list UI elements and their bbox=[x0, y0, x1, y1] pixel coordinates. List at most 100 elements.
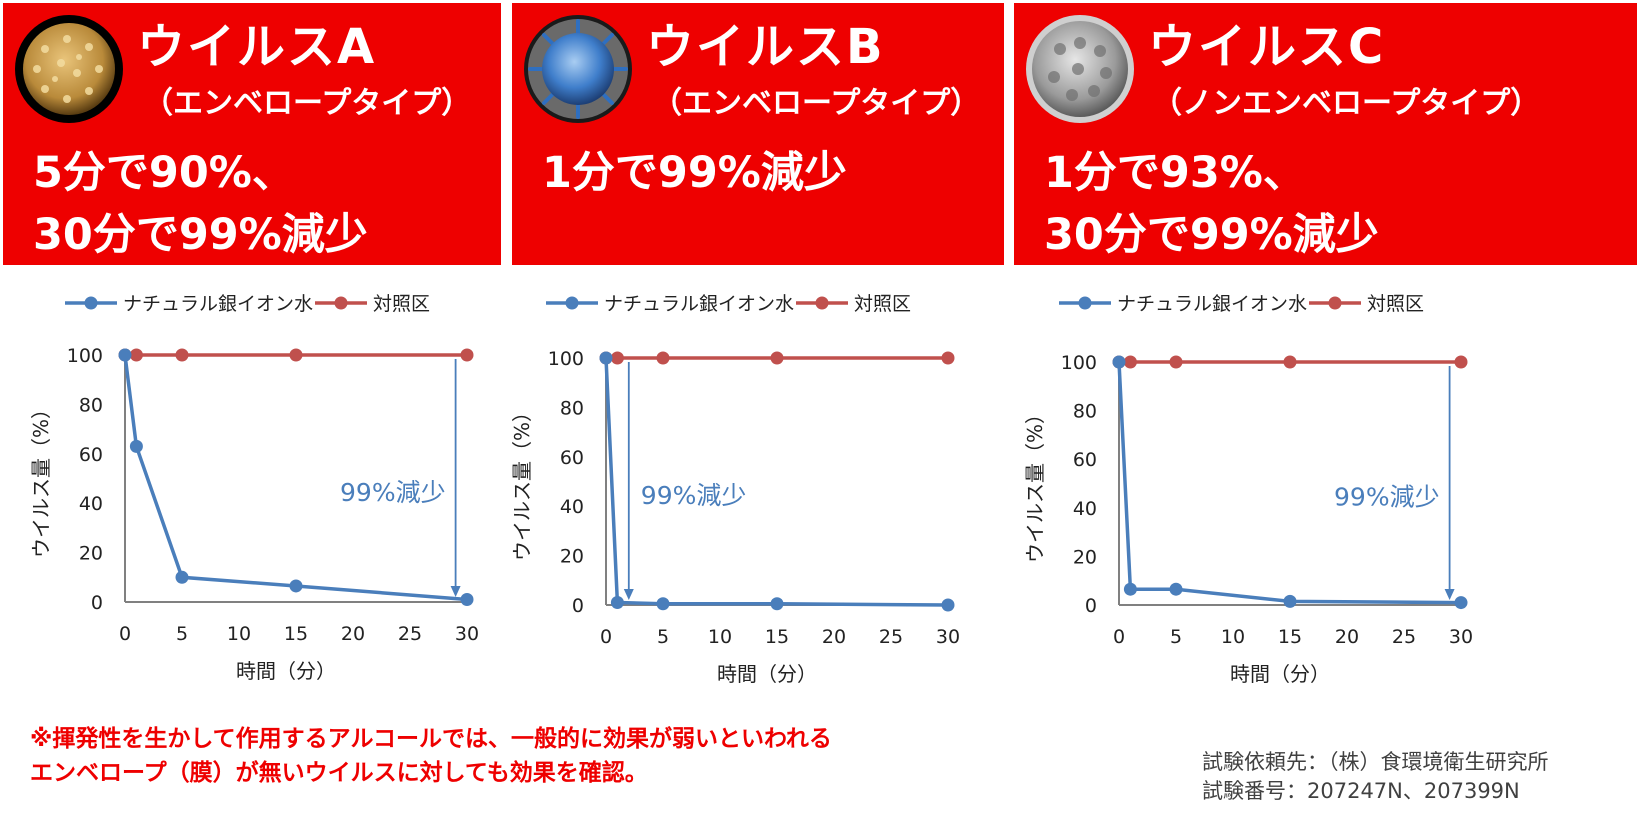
y-tick-label: 20 bbox=[79, 543, 103, 565]
data-point bbox=[1454, 596, 1468, 610]
legend-item-0: ナチュラル銀イオン水 bbox=[65, 293, 313, 315]
x-tick-label: 5 bbox=[176, 623, 188, 645]
virus-a-chart: ナチュラル銀イオン水 対照区 0 20 40 60 80 100 0 5 10 15 20 25 30 時間（… bbox=[29, 293, 479, 683]
virus-a-headline-line1: 5分で90%、 bbox=[33, 148, 295, 198]
data-point bbox=[289, 348, 303, 362]
annotation-arrowhead bbox=[450, 586, 461, 597]
note-text: ※揮発性を生かして作用するアルコールでは、一般的に効果が弱いといわれる エンベロ… bbox=[30, 722, 832, 790]
legend-swatch-marker bbox=[815, 296, 829, 310]
virus-a-subtitle: （エンベロープタイプ） bbox=[143, 86, 472, 121]
data-point bbox=[1112, 355, 1126, 369]
data-point bbox=[175, 348, 189, 362]
legend-label: ナチュラル銀イオン水 bbox=[604, 293, 794, 315]
y-tick-label: 60 bbox=[560, 447, 584, 469]
test-requester: 試験依頼先：（株）食環境衛生研究所 bbox=[1202, 750, 1549, 774]
data-point bbox=[1283, 355, 1297, 369]
y-tick-label: 40 bbox=[560, 496, 584, 518]
legend-swatch-marker bbox=[1078, 296, 1092, 310]
data-point bbox=[1283, 594, 1297, 608]
legend-swatch-marker bbox=[565, 296, 579, 310]
x-tick-label: 15 bbox=[765, 626, 789, 648]
x-tick-label: 15 bbox=[284, 623, 308, 645]
data-point bbox=[656, 597, 670, 611]
legend-swatch-marker bbox=[1328, 296, 1342, 310]
virus-c-headline-line2: 30分で99%減少 bbox=[1044, 210, 1379, 260]
data-point bbox=[1454, 355, 1468, 369]
virus-c-chart: ナチュラル銀イオン水 対照区 0 20 40 60 80 100 0 5 10 15 20 25 30 時間（… bbox=[1023, 293, 1473, 686]
data-point bbox=[460, 593, 474, 607]
virus-a-headline: 5分で90%、 30分で99%減少 bbox=[33, 148, 368, 272]
y-tick-label: 0 bbox=[572, 595, 584, 617]
x-tick-label: 20 bbox=[341, 623, 365, 645]
x-tick-label: 25 bbox=[879, 626, 903, 648]
y-axis-label: ウイルス量（%） bbox=[510, 402, 534, 561]
virus-c-image bbox=[1026, 15, 1134, 123]
virus-c-headline-line1: 1分で93%、 bbox=[1044, 148, 1306, 198]
data-point bbox=[941, 351, 955, 365]
virus-c-title: ウイルスC bbox=[1148, 19, 1386, 75]
legend-swatch-marker bbox=[84, 296, 98, 310]
y-tick-label: 80 bbox=[79, 394, 103, 416]
data-point bbox=[1169, 355, 1183, 369]
y-axis-label: ウイルス量（%） bbox=[29, 399, 53, 558]
legend-label: ナチュラル銀イオン水 bbox=[123, 293, 313, 315]
virus-c-subtitle: （ノンエンベロープタイプ） bbox=[1152, 86, 1541, 121]
x-tick-label: 15 bbox=[1278, 626, 1302, 648]
x-tick-label: 30 bbox=[1449, 626, 1473, 648]
legend-item-0: ナチュラル銀イオン水 bbox=[546, 293, 794, 315]
y-tick-label: 20 bbox=[1073, 546, 1097, 568]
y-tick-label: 0 bbox=[91, 592, 103, 614]
note-line1: ※揮発性を生かして作用するアルコールでは、一般的に効果が弱いといわれる bbox=[30, 726, 832, 752]
data-point bbox=[770, 351, 784, 365]
test-number: 試験番号：207247N、207399N bbox=[1202, 779, 1520, 803]
virus-c-panel: ウイルスC （ノンエンベロープタイプ） 1分で93%、 30分で99%減少 bbox=[1014, 3, 1637, 265]
y-tick-label: 20 bbox=[560, 546, 584, 568]
virus-b-subtitle: （エンベロープタイプ） bbox=[652, 86, 981, 121]
virus-b-headline-line1: 1分で99%減少 bbox=[542, 148, 847, 198]
legend-swatch-marker bbox=[334, 296, 348, 310]
y-tick-label: 100 bbox=[548, 348, 584, 370]
virus-b-headline: 1分で99%減少 bbox=[542, 148, 847, 210]
annotation-label: 99%減少 bbox=[340, 478, 446, 507]
data-point bbox=[129, 348, 143, 362]
virus-a-panel: ウイルスA （エンベロープタイプ） 5分で90%、 30分で99%減少 bbox=[3, 3, 501, 265]
y-tick-label: 60 bbox=[79, 444, 103, 466]
y-tick-label: 80 bbox=[560, 397, 584, 419]
x-axis-label: 時間（分） bbox=[717, 662, 817, 686]
data-point bbox=[941, 598, 955, 612]
x-tick-label: 10 bbox=[227, 623, 251, 645]
legend-label: ナチュラル銀イオン水 bbox=[1117, 293, 1307, 315]
x-tick-label: 10 bbox=[1221, 626, 1245, 648]
legend-item-0: ナチュラル銀イオン水 bbox=[1059, 293, 1307, 315]
virus-a-headline-line2: 30分で99%減少 bbox=[33, 210, 368, 260]
legend-item-1: 対照区 bbox=[1309, 293, 1424, 315]
data-point bbox=[118, 348, 132, 362]
annotation-arrowhead bbox=[623, 589, 634, 600]
data-point bbox=[1123, 355, 1137, 369]
virus-b-image bbox=[524, 15, 632, 123]
virus-a-title: ウイルスA bbox=[137, 19, 377, 75]
data-point bbox=[1123, 582, 1137, 596]
x-axis-label: 時間（分） bbox=[1230, 662, 1330, 686]
x-tick-label: 25 bbox=[1392, 626, 1416, 648]
data-point bbox=[129, 439, 143, 453]
y-axis-label: ウイルス量（%） bbox=[1023, 404, 1047, 563]
data-point bbox=[610, 596, 624, 610]
legend-label: 対照区 bbox=[1367, 293, 1424, 315]
data-point bbox=[770, 597, 784, 611]
x-tick-label: 30 bbox=[455, 623, 479, 645]
virus-c-headline: 1分で93%、 30分で99%減少 bbox=[1044, 148, 1379, 272]
legend-item-1: 対照区 bbox=[315, 293, 430, 315]
legend-label: 対照区 bbox=[373, 293, 430, 315]
x-tick-label: 5 bbox=[657, 626, 669, 648]
y-tick-label: 100 bbox=[67, 345, 103, 367]
x-axis-label: 時間（分） bbox=[236, 659, 336, 683]
x-tick-label: 10 bbox=[708, 626, 732, 648]
virus-b-title: ウイルスB bbox=[646, 19, 885, 75]
y-tick-label: 100 bbox=[1061, 352, 1097, 374]
annotation-label: 99%減少 bbox=[641, 481, 747, 510]
data-point bbox=[1169, 582, 1183, 596]
annotation-arrowhead bbox=[1444, 589, 1455, 600]
legend-item-1: 対照区 bbox=[796, 293, 911, 315]
x-tick-label: 20 bbox=[1335, 626, 1359, 648]
